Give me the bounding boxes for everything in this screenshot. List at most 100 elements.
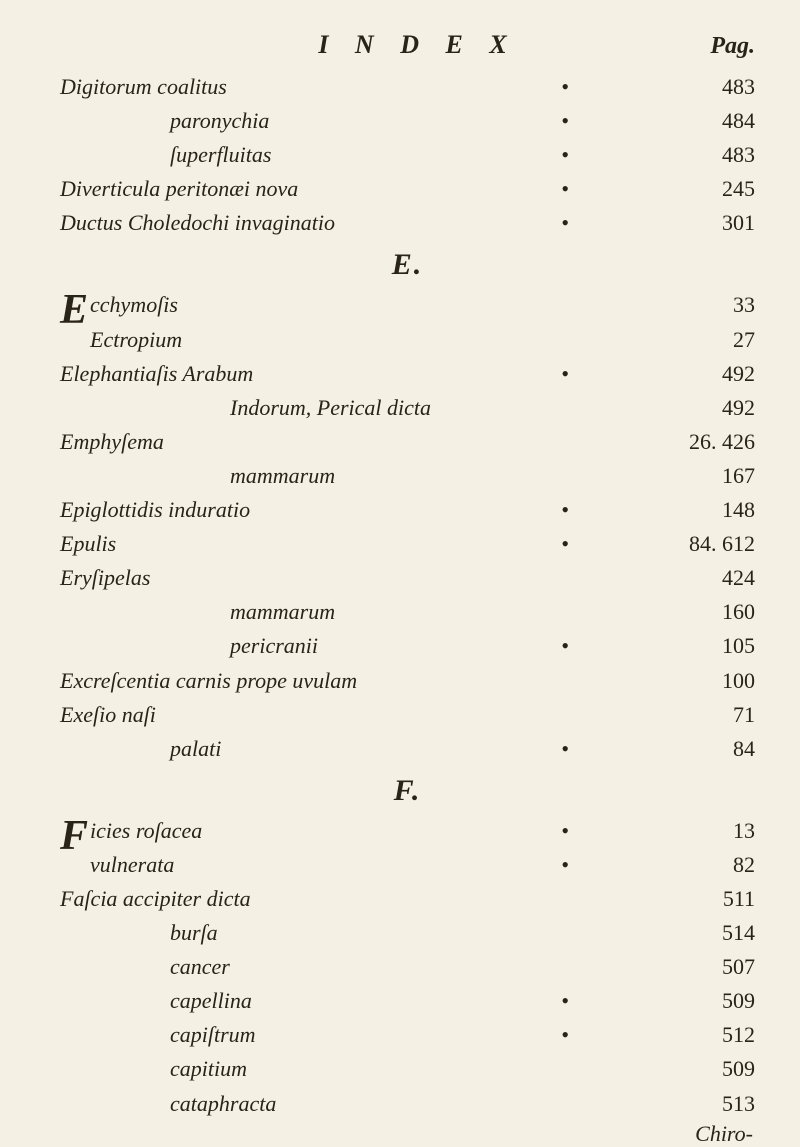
section-heading-E: E. <box>60 248 755 282</box>
dropcap-block: F icies roſacea • 13 vulnerata • 82 <box>60 814 755 882</box>
page-number: 245 <box>635 172 755 206</box>
index-row: Ectropium 27 <box>90 323 755 357</box>
entry-text: cchymoſis <box>90 288 495 322</box>
entry-text: Eryſipelas <box>60 561 495 595</box>
index-row: palati • 84 <box>60 732 755 766</box>
page-number: 167 <box>635 459 755 493</box>
entry-text: Ductus Choledochi invaginatio <box>60 206 495 240</box>
entry-text: pericranii <box>60 629 495 663</box>
dropcap-F: F <box>60 818 88 856</box>
index-row: Ductus Choledochi invaginatio • 301 <box>60 206 755 240</box>
page-number: 84 <box>635 732 755 766</box>
filler-dot: • <box>495 104 635 138</box>
entry-text: Indorum, Perical dicta <box>60 391 495 425</box>
page-number: 514 <box>635 916 755 950</box>
index-row: ſuperfluitas • 483 <box>60 138 755 172</box>
filler-dot: • <box>495 206 635 240</box>
page-number: 424 <box>635 561 755 595</box>
index-row: cataphracta 513 <box>60 1087 755 1121</box>
page-number: 84. 612 <box>635 527 755 561</box>
dropcap-block: E cchymoſis 33 Ectropium 27 <box>60 288 755 356</box>
entry-text: Ectropium <box>90 323 495 357</box>
entry-text: palati <box>60 732 495 766</box>
page-number: 26. 426 <box>635 425 755 459</box>
index-row: Exeſio naſi 71 <box>60 698 755 732</box>
entry-text: capellina <box>60 984 495 1018</box>
dropcap-E: E <box>60 292 88 330</box>
page-number: 512 <box>635 1018 755 1052</box>
page-number: 27 <box>635 323 755 357</box>
index-row: Eryſipelas 424 <box>60 561 755 595</box>
page-number: 71 <box>635 698 755 732</box>
index-row: Epiglottidis induratio • 148 <box>60 493 755 527</box>
page-container: I N D E X Pag. Digitorum coalitus • 483 … <box>60 30 755 1041</box>
entry-text: capitium <box>60 1052 495 1086</box>
filler-dot: • <box>495 848 635 882</box>
page-number: 484 <box>635 104 755 138</box>
page-number: 492 <box>635 391 755 425</box>
filler-dot: • <box>495 629 635 663</box>
entry-text: vulnerata <box>90 848 495 882</box>
page-number: 483 <box>635 138 755 172</box>
page-number: 511 <box>635 882 755 916</box>
entry-text: Faſcia accipiter dicta <box>60 882 495 916</box>
filler-dot: • <box>495 814 635 848</box>
index-row: Indorum, Perical dicta 492 <box>60 391 755 425</box>
index-row: Digitorum coalitus • 483 <box>60 70 755 104</box>
entry-text: ſuperfluitas <box>60 138 495 172</box>
entry-text: cancer <box>60 950 495 984</box>
page-number: 100 <box>635 664 755 698</box>
index-row: pericranii • 105 <box>60 629 755 663</box>
index-row: capellina • 509 <box>60 984 755 1018</box>
header-pag-label: Pag. <box>635 33 755 60</box>
section-heading-F: F. <box>60 774 755 808</box>
filler-dot: • <box>495 1018 635 1052</box>
index-row: vulnerata • 82 <box>90 848 755 882</box>
page-number: 513 <box>635 1087 755 1121</box>
catchword: Chiro- <box>60 1121 755 1147</box>
index-row: cancer 507 <box>60 950 755 984</box>
page-number: 148 <box>635 493 755 527</box>
page-number: 82 <box>635 848 755 882</box>
entry-text: Emphyſema <box>60 425 495 459</box>
page-number: 507 <box>635 950 755 984</box>
entry-text: Elephantiaſis Arabum <box>60 357 495 391</box>
index-row: mammarum 160 <box>60 595 755 629</box>
index-row: Epulis • 84. 612 <box>60 527 755 561</box>
index-row: cchymoſis 33 <box>90 288 755 322</box>
header-title: I N D E X <box>60 30 635 60</box>
index-row: Diverticula peritonæi nova • 245 <box>60 172 755 206</box>
page-number: 492 <box>635 357 755 391</box>
filler-dot: • <box>495 70 635 104</box>
page-number: 483 <box>635 70 755 104</box>
page-number: 301 <box>635 206 755 240</box>
entry-text: Epiglottidis induratio <box>60 493 495 527</box>
entry-text: mammarum <box>60 595 495 629</box>
entry-text: paronychia <box>60 104 495 138</box>
index-row: Excreſcentia carnis prope uvulam 100 <box>60 664 755 698</box>
filler-dot: • <box>495 357 635 391</box>
index-row: Faſcia accipiter dicta 511 <box>60 882 755 916</box>
index-row: burſa 514 <box>60 916 755 950</box>
index-row: capiſtrum • 512 <box>60 1018 755 1052</box>
entry-text: Excreſcentia carnis prope uvulam <box>60 664 495 698</box>
entry-text: mammarum <box>60 459 495 493</box>
page-number: 105 <box>635 629 755 663</box>
page-number: 13 <box>635 814 755 848</box>
entry-text: icies roſacea <box>90 814 495 848</box>
index-row: capitium 509 <box>60 1052 755 1086</box>
entry-text: Exeſio naſi <box>60 698 495 732</box>
index-row: Elephantiaſis Arabum • 492 <box>60 357 755 391</box>
page-number: 160 <box>635 595 755 629</box>
filler-dot: • <box>495 172 635 206</box>
index-row: mammarum 167 <box>60 459 755 493</box>
entry-text: burſa <box>60 916 495 950</box>
page-number: 509 <box>635 1052 755 1086</box>
filler-dot: • <box>495 984 635 1018</box>
page-number: 509 <box>635 984 755 1018</box>
entry-text: Diverticula peritonæi nova <box>60 172 495 206</box>
filler-dot: • <box>495 493 635 527</box>
entry-text: Epulis <box>60 527 495 561</box>
running-header: I N D E X Pag. <box>60 30 755 60</box>
entry-text: cataphracta <box>60 1087 495 1121</box>
